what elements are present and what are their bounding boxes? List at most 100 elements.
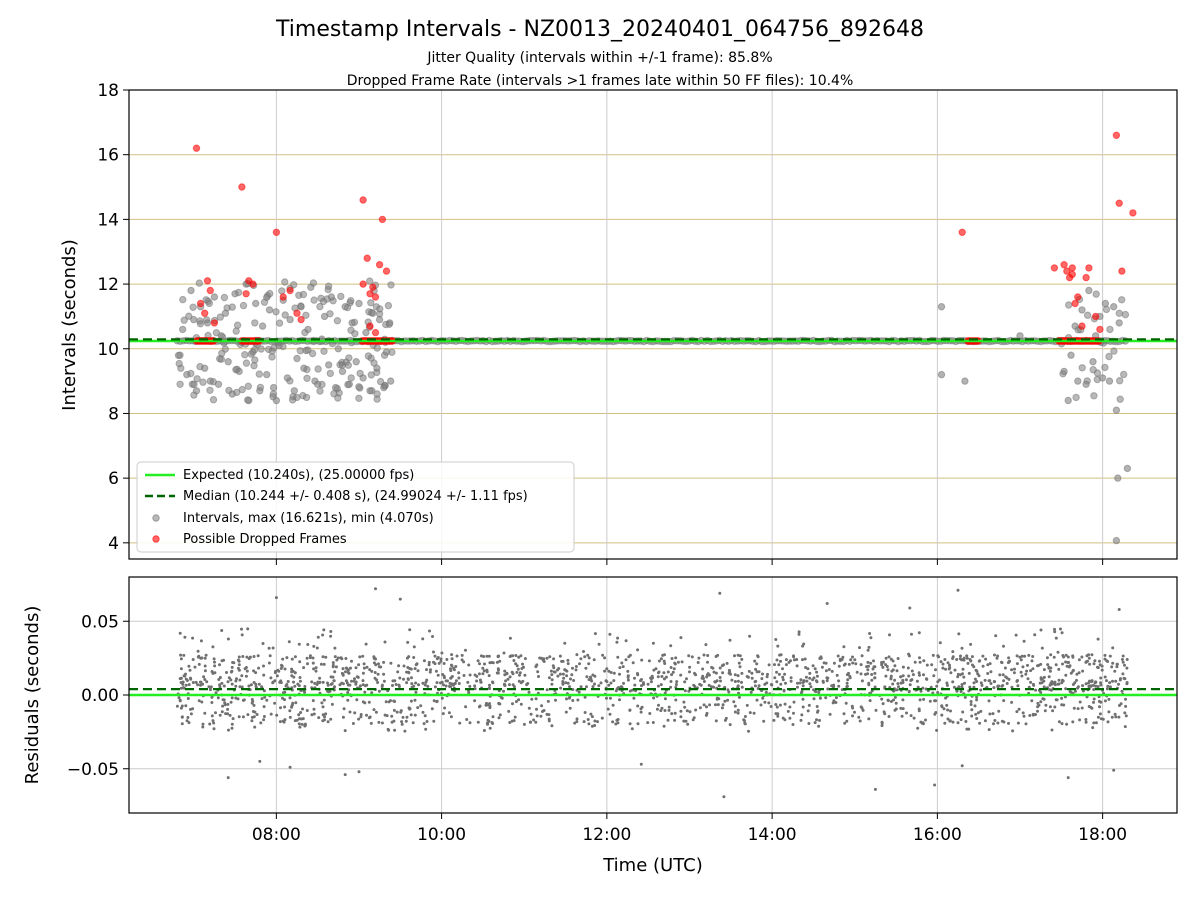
residual-point (821, 680, 825, 684)
residual-point (354, 680, 358, 684)
residual-point (571, 688, 575, 691)
residual-point (666, 670, 670, 674)
interval-point (190, 315, 198, 324)
residual-point (736, 674, 740, 678)
residual-point (473, 684, 477, 688)
residual-point (702, 703, 706, 707)
residual-point (449, 676, 453, 680)
residual-point (728, 723, 732, 727)
residual-point (849, 658, 853, 662)
x-tick-label: 14:00 (748, 825, 797, 845)
residual-point (575, 653, 579, 657)
residual-point (960, 685, 964, 689)
residual-point (725, 661, 729, 665)
residual-point (870, 673, 874, 676)
interval-point (275, 341, 283, 350)
residual-point (454, 665, 458, 668)
residual-point (407, 671, 411, 675)
legend-intervals-label: Intervals, max (16.621s), min (4.070s) (183, 511, 434, 526)
residual-point (1101, 717, 1105, 721)
interval-point (1112, 536, 1121, 545)
residual-point (184, 704, 188, 708)
residual-point (893, 664, 897, 668)
residual-point (374, 663, 378, 667)
residuals-y-tick-label: −0.05 (67, 760, 119, 780)
residual-point (1057, 720, 1061, 724)
residual-point (1087, 681, 1091, 685)
residual-point (303, 690, 307, 694)
interval-point (366, 387, 374, 395)
residual-point (240, 685, 244, 689)
residual-point (970, 714, 974, 718)
dropped-frame-point (363, 254, 371, 262)
residual-point (545, 688, 549, 692)
residual-point (1076, 707, 1080, 711)
residual-point (893, 695, 897, 699)
residual-point (736, 708, 740, 712)
residual-point (186, 716, 190, 719)
residual-point (773, 676, 777, 680)
residual-point (430, 707, 434, 711)
residual-point (558, 672, 562, 676)
residual-point (457, 682, 461, 685)
residual-point (1119, 677, 1122, 681)
residual-point (847, 662, 851, 666)
residual-point (909, 714, 913, 718)
residual-point (497, 716, 501, 720)
residual-point (970, 708, 974, 712)
interval-point (1089, 366, 1097, 374)
residual-point (983, 719, 987, 723)
residual-point (225, 671, 228, 674)
interval-point (217, 355, 226, 363)
residual-point (710, 665, 714, 669)
residual-point (1096, 715, 1100, 719)
residual-point (1096, 637, 1100, 641)
residual-point (714, 719, 718, 723)
residual-point (432, 699, 436, 703)
residual-point (267, 661, 271, 665)
interval-point (297, 303, 305, 311)
residual-point (257, 682, 261, 686)
residual-point (845, 685, 849, 689)
residual-point (649, 680, 653, 684)
residual-point (482, 655, 486, 658)
residual-point (416, 706, 420, 710)
residual-point (806, 709, 810, 713)
residual-point (761, 696, 765, 700)
residual-point (237, 663, 241, 667)
residual-point (722, 795, 726, 799)
residual-point (994, 634, 998, 638)
residual-point (1114, 715, 1118, 719)
residual-point (262, 715, 266, 718)
residual-point (935, 728, 939, 732)
residual-point (1100, 668, 1104, 672)
residual-point (1044, 703, 1048, 707)
interval-point (331, 383, 340, 392)
residual-point (423, 714, 427, 718)
residual-point (321, 680, 325, 684)
residual-point (662, 671, 666, 675)
residual-point (1003, 666, 1007, 670)
residual-point (412, 656, 416, 659)
residual-point (792, 700, 796, 704)
residual-point (918, 673, 921, 677)
residual-point (200, 700, 204, 704)
residual-point (390, 714, 394, 718)
residual-point (1047, 675, 1051, 679)
residual-point (656, 675, 660, 679)
residual-point (218, 713, 222, 717)
residual-point (1027, 653, 1031, 657)
residual-point (989, 682, 993, 685)
residual-point (784, 658, 788, 662)
residual-point (911, 673, 915, 677)
residual-point (393, 679, 397, 683)
residual-point (395, 710, 399, 714)
residual-point (660, 675, 664, 678)
residual-point (938, 641, 942, 645)
dropped-frame-point (375, 261, 384, 269)
residual-point (996, 721, 1000, 725)
residual-point (1002, 679, 1006, 683)
residual-point (235, 677, 238, 681)
residual-point (220, 659, 224, 663)
interval-point (235, 367, 243, 376)
